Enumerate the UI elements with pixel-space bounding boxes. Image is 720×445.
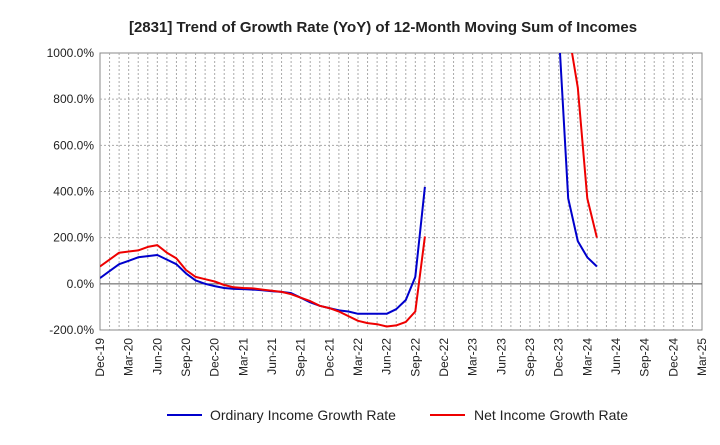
x-tick-label: Dec-22 [437, 338, 451, 377]
x-tick-label: Mar-24 [580, 338, 594, 376]
series-line-net-income [100, 53, 598, 328]
x-tick-label: Jun-23 [494, 338, 508, 375]
y-tick-label: 1000.0% [47, 46, 95, 60]
x-tick-label: Jun-24 [609, 338, 623, 375]
x-tick-label: Sep-23 [523, 338, 537, 377]
x-tick-label: Jun-21 [265, 338, 279, 375]
gridlines [100, 53, 702, 330]
x-tick-label: Sep-24 [638, 338, 652, 377]
x-tick-label: Dec-20 [208, 338, 222, 377]
y-tick-label: 800.0% [53, 92, 94, 106]
series-lines [100, 53, 598, 328]
x-tick-label: Jun-22 [380, 338, 394, 375]
legend-label-ordinary: Ordinary Income Growth Rate [210, 407, 396, 423]
x-tick-label: Mar-25 [695, 338, 709, 376]
x-tick-label: Mar-20 [122, 338, 136, 376]
x-tick-label: Sep-21 [294, 338, 308, 377]
x-tick-label: Sep-22 [408, 338, 422, 377]
x-tick-label: Mar-23 [466, 338, 480, 376]
legend: Ordinary Income Growth Rate Net Income G… [167, 407, 628, 423]
x-axis: Dec-19 Mar-20 Jun-20 Sep-20 Dec-20 Mar-21 Jun-… [93, 338, 709, 377]
chart-title: [2831] Trend of Growth Rate (YoY) of 12-… [129, 19, 637, 36]
x-tick-label: Dec-21 [322, 338, 336, 377]
y-axis: 1000.0% 800.0% 600.0% 400.0% 200.0% 0.0% -200.… [47, 46, 95, 337]
y-tick-label: 200.0% [53, 231, 94, 245]
x-tick-label: Sep-20 [179, 338, 193, 377]
x-tick-label: Jun-20 [150, 338, 164, 375]
y-tick-label: 400.0% [53, 185, 94, 199]
y-tick-label: 600.0% [53, 138, 94, 152]
x-tick-label: Dec-23 [552, 338, 566, 377]
y-tick-label: 0.0% [67, 277, 95, 291]
x-tick-label: Mar-21 [236, 338, 250, 376]
legend-label-net: Net Income Growth Rate [474, 407, 628, 423]
x-tick-label: Dec-19 [93, 338, 107, 377]
x-tick-label: Dec-24 [666, 338, 680, 377]
y-tick-label: -200.0% [49, 323, 94, 337]
x-tick-label: Mar-22 [351, 338, 365, 376]
